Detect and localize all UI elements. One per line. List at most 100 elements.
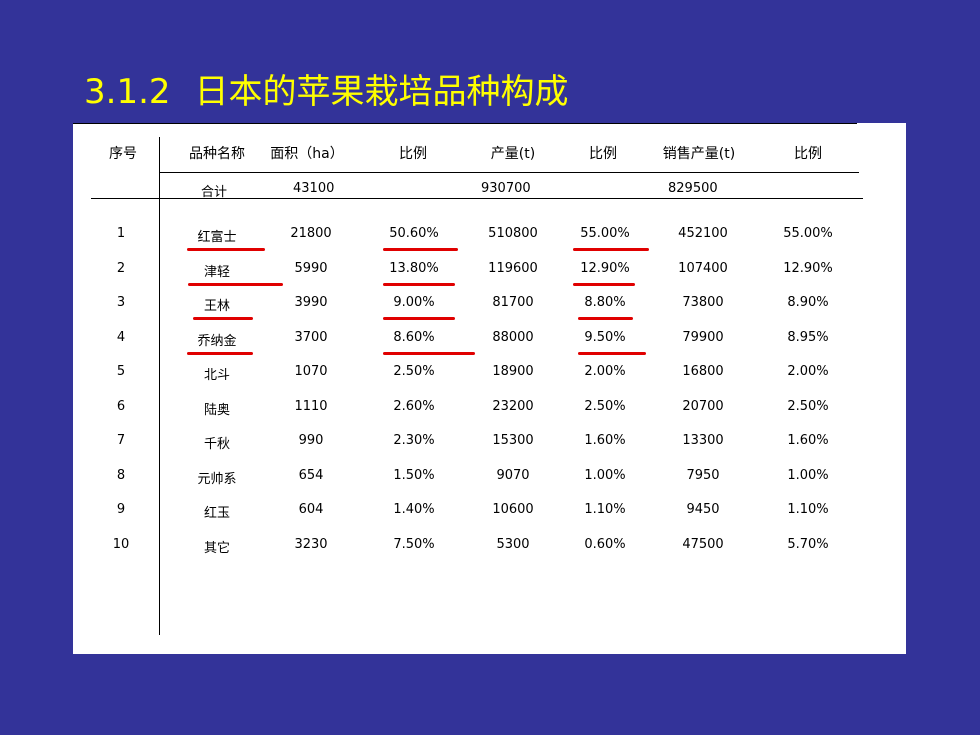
highlight-underline xyxy=(187,248,265,251)
total-yield: 930700 xyxy=(481,181,531,196)
cell-yield-pct: 1.10% xyxy=(584,502,626,517)
cell-sales-pct: 2.00% xyxy=(787,364,829,379)
table-top-rule xyxy=(73,123,857,124)
header-yield-pct: 比例 xyxy=(589,146,617,162)
cell-no: 9 xyxy=(116,502,126,517)
cell-area-pct: 2.50% xyxy=(393,364,435,379)
cell-sales-pct: 8.95% xyxy=(787,329,829,345)
cell-sales: 79900 xyxy=(682,329,724,345)
title-text: 日本的苹果栽培品种构成 xyxy=(194,72,569,112)
cell-yield: 9070 xyxy=(496,467,530,483)
header-sales: 销售产量(t) xyxy=(662,146,736,162)
cell-yield-pct: 9.50% xyxy=(584,329,626,345)
cell-name: 红玉 xyxy=(203,506,230,521)
cell-yield: 15300 xyxy=(492,433,534,448)
cell-name: 乔纳金 xyxy=(197,333,237,349)
cell-yield-pct: 0.60% xyxy=(584,536,626,552)
cell-sales: 13300 xyxy=(682,433,724,448)
cell-no: 3 xyxy=(116,295,126,310)
highlight-underline xyxy=(383,351,475,355)
cell-no: 10 xyxy=(112,536,130,552)
cell-yield: 81700 xyxy=(492,295,534,310)
cell-name: 陆奥 xyxy=(203,402,230,418)
cell-name: 王林 xyxy=(203,299,230,314)
cell-sales: 452100 xyxy=(678,226,728,241)
cell-yield: 88000 xyxy=(492,329,534,345)
cell-no: 1 xyxy=(116,226,126,241)
cell-yield: 5300 xyxy=(496,536,530,552)
cell-area-pct: 9.00% xyxy=(393,295,435,310)
cell-yield-pct: 1.00% xyxy=(584,467,626,483)
cell-area-pct: 2.60% xyxy=(393,398,435,414)
highlight-underline xyxy=(383,282,455,286)
cell-no: 7 xyxy=(116,433,126,448)
cell-area-pct: 50.60% xyxy=(389,226,439,241)
cell-sales: 20700 xyxy=(682,398,724,414)
highlight-underline xyxy=(193,317,253,320)
cell-no: 2 xyxy=(116,260,126,276)
cell-yield-pct: 2.50% xyxy=(584,398,626,414)
cell-no: 5 xyxy=(116,364,126,379)
cell-sales: 9450 xyxy=(686,502,720,517)
section-number: 3.1.2 xyxy=(84,72,171,112)
total-sales: 829500 xyxy=(668,181,718,196)
cell-sales-pct: 55.00% xyxy=(783,226,833,241)
header-sales-pct: 比例 xyxy=(794,146,822,162)
total-label: 合计 xyxy=(201,185,228,200)
cell-yield: 23200 xyxy=(492,398,534,414)
highlight-underline xyxy=(383,317,455,320)
cell-name: 千秋 xyxy=(203,437,230,452)
cell-no: 8 xyxy=(116,467,126,483)
header-area-pct: 比例 xyxy=(399,146,427,162)
cell-yield-pct: 8.80% xyxy=(584,295,626,310)
cell-sales: 73800 xyxy=(682,295,724,310)
cell-yield: 10600 xyxy=(492,502,534,517)
variety-table: 序号 品种名称 面积（ha） 比例 产量(t) 比例 销售产量(t) 比例 合计… xyxy=(73,123,906,654)
cell-sales: 16800 xyxy=(682,364,724,379)
highlight-underline xyxy=(573,282,635,286)
cell-yield: 119600 xyxy=(488,260,538,276)
total-rule xyxy=(91,198,863,199)
cell-area-pct: 2.30% xyxy=(393,433,435,448)
table-vertical-rule xyxy=(159,137,160,635)
highlight-underline xyxy=(573,248,649,251)
highlight-underline xyxy=(187,351,253,355)
cell-area: 604 xyxy=(298,502,324,517)
cell-name: 北斗 xyxy=(203,368,230,383)
cell-area: 21800 xyxy=(290,226,332,241)
cell-sales-pct: 5.70% xyxy=(787,536,829,552)
cell-yield: 510800 xyxy=(488,226,538,241)
cell-name: 其它 xyxy=(203,540,230,556)
cell-no: 6 xyxy=(116,398,126,414)
cell-area-pct: 1.50% xyxy=(393,467,435,483)
cell-yield: 18900 xyxy=(492,364,534,379)
cell-area: 3230 xyxy=(294,536,328,552)
highlight-underline xyxy=(188,282,283,286)
cell-sales-pct: 1.00% xyxy=(787,467,829,483)
header-name: 品种名称 xyxy=(189,146,245,162)
cell-area-pct: 8.60% xyxy=(393,329,435,345)
cell-area-pct: 13.80% xyxy=(389,260,439,276)
cell-area: 3990 xyxy=(294,295,328,310)
header-area: 面积（ha） xyxy=(270,146,344,162)
cell-sales: 7950 xyxy=(686,467,720,483)
cell-yield-pct: 2.00% xyxy=(584,364,626,379)
highlight-underline xyxy=(578,351,646,355)
cell-sales-pct: 8.90% xyxy=(787,295,829,310)
cell-sales-pct: 2.50% xyxy=(787,398,829,414)
cell-no: 4 xyxy=(116,329,126,345)
slide-title: 3.1.2 日本的苹果栽培品种构成 xyxy=(84,70,569,114)
cell-area: 990 xyxy=(298,433,324,448)
cell-sales: 47500 xyxy=(682,536,724,552)
header-no: 序号 xyxy=(109,146,137,162)
cell-area: 1070 xyxy=(294,364,328,379)
cell-area: 1110 xyxy=(294,398,328,414)
cell-sales-pct: 1.60% xyxy=(787,433,829,448)
cell-area: 3700 xyxy=(294,329,328,345)
header-rule xyxy=(159,172,859,173)
cell-area: 654 xyxy=(298,467,324,483)
highlight-underline xyxy=(383,248,458,251)
header-yield: 产量(t) xyxy=(490,146,536,162)
cell-sales-pct: 12.90% xyxy=(783,260,833,276)
cell-sales-pct: 1.10% xyxy=(787,502,829,517)
